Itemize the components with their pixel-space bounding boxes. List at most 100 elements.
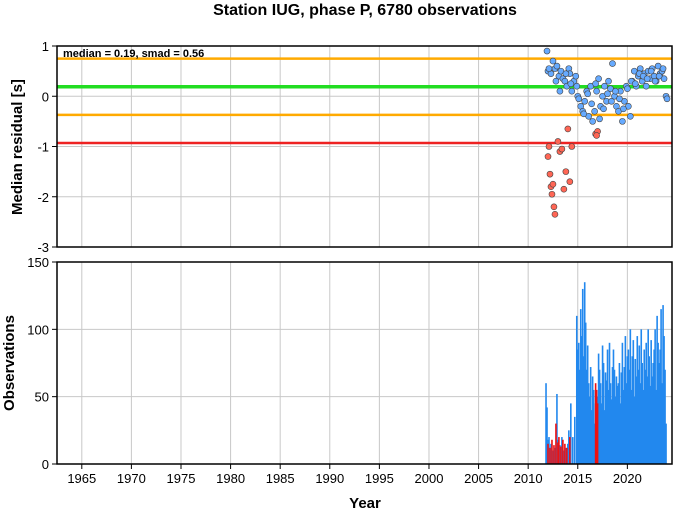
observation-bar — [622, 389, 625, 464]
observation-bar — [590, 410, 593, 464]
residual-point — [655, 72, 663, 80]
residual-point — [552, 77, 560, 85]
residual-point — [596, 115, 603, 123]
observation-bar — [554, 447, 556, 464]
observations-y-ticks: 0 50 100 150 — [27, 255, 57, 472]
observation-bar — [601, 345, 604, 464]
residual-points — [543, 47, 671, 218]
observation-bar — [586, 345, 589, 464]
residual-point — [581, 97, 589, 105]
observation-bar — [599, 383, 602, 464]
observation-bar — [616, 385, 619, 464]
observation-bar — [650, 340, 652, 464]
residual-point — [612, 87, 619, 95]
chart-title: Station IUG, phase P, 6780 observations — [213, 2, 517, 19]
residual-point — [651, 77, 659, 85]
outlier-residual-point — [564, 125, 572, 133]
observation-bar — [612, 349, 615, 464]
observation-bar — [607, 389, 610, 464]
observation-bar — [561, 437, 563, 464]
outlier-observation-bar — [557, 442, 559, 464]
observation-bar — [608, 342, 611, 464]
year-tick-label: 1970 — [117, 471, 146, 486]
observation-bar — [581, 288, 584, 464]
observation-bar — [556, 393, 558, 464]
observation-bar — [546, 407, 548, 464]
outlier-observation-bar — [558, 437, 560, 464]
observation-bar — [642, 389, 645, 464]
year-tick-label: 2000 — [415, 471, 444, 486]
observation-bar — [629, 329, 632, 464]
outlier-residual-point — [558, 145, 566, 153]
observation-bar — [645, 342, 648, 464]
observation-bar — [641, 363, 644, 464]
residual-point — [647, 67, 655, 75]
observation-bar — [624, 336, 627, 464]
observation-bar — [597, 353, 600, 464]
observation-bar — [613, 369, 616, 464]
observation-bar — [602, 363, 605, 464]
observation-bar — [640, 329, 643, 464]
observation-bar — [652, 363, 654, 464]
outlier-residual-point — [550, 203, 558, 211]
observations-y-axis-label: Observations — [1, 315, 18, 411]
residual-point — [601, 82, 608, 90]
outlier-residual-point — [560, 185, 568, 193]
outlier-residual-point — [551, 211, 559, 218]
residual-point — [573, 82, 581, 90]
observation-bar — [621, 342, 624, 464]
residual-point — [567, 80, 575, 87]
observation-bar — [592, 389, 595, 464]
residual-point — [619, 118, 626, 125]
observation-bar — [605, 380, 608, 464]
observation-bar — [637, 369, 640, 464]
year-x-ticks: 1965 1970 1975 1980 1985 1990 1995 2000 2005 2010… — [67, 464, 642, 486]
residual-point — [604, 90, 611, 98]
observation-bar — [647, 329, 649, 464]
observation-bar — [577, 342, 580, 464]
observation-bar — [639, 383, 642, 464]
residual-point — [575, 95, 583, 103]
observation-bar — [632, 340, 635, 464]
observation-bar — [627, 349, 630, 464]
residual-y-tick-label: -1 — [37, 140, 49, 155]
observation-bar — [643, 349, 646, 464]
observation-bar — [633, 396, 636, 464]
residual-point — [588, 100, 595, 108]
residual-point — [642, 82, 650, 90]
observation-bar — [662, 305, 664, 464]
observations-y-tick-label: 0 — [42, 457, 49, 472]
residual-point — [627, 113, 634, 120]
observation-bar — [644, 369, 647, 464]
outlier-observation-bar — [553, 445, 555, 464]
observation-bar — [545, 383, 547, 464]
stats-annotation: median = 0.19, smad = 0.56 — [63, 48, 204, 60]
outlier-observation-bar — [569, 437, 571, 464]
observation-bar — [651, 376, 653, 464]
observation-bar — [619, 403, 622, 464]
observation-bar — [655, 389, 657, 464]
residual-point — [543, 47, 551, 55]
residual-point — [556, 87, 564, 95]
outlier-residual-point — [544, 153, 552, 160]
observation-bar — [611, 367, 614, 464]
outlier-residual-point — [546, 170, 554, 178]
outlier-observation-bar — [549, 447, 551, 464]
residual-point — [620, 105, 627, 113]
observation-bar — [628, 369, 631, 464]
observation-bar — [579, 309, 582, 464]
observation-bar — [663, 336, 665, 464]
outlier-observation-bar — [564, 443, 566, 464]
observation-bar — [559, 445, 561, 464]
observation-bar — [588, 396, 591, 464]
outlier-observation-bar — [596, 403, 599, 464]
year-tick-label: 1985 — [266, 471, 295, 486]
observation-bar — [570, 403, 572, 464]
observation-bar — [657, 342, 659, 464]
observation-bar — [617, 383, 620, 464]
year-tick-label: 1995 — [365, 471, 394, 486]
residual-point — [568, 87, 576, 95]
residual-point — [643, 75, 651, 82]
observation-bar — [576, 349, 579, 464]
outlier-observation-bar — [551, 439, 553, 464]
